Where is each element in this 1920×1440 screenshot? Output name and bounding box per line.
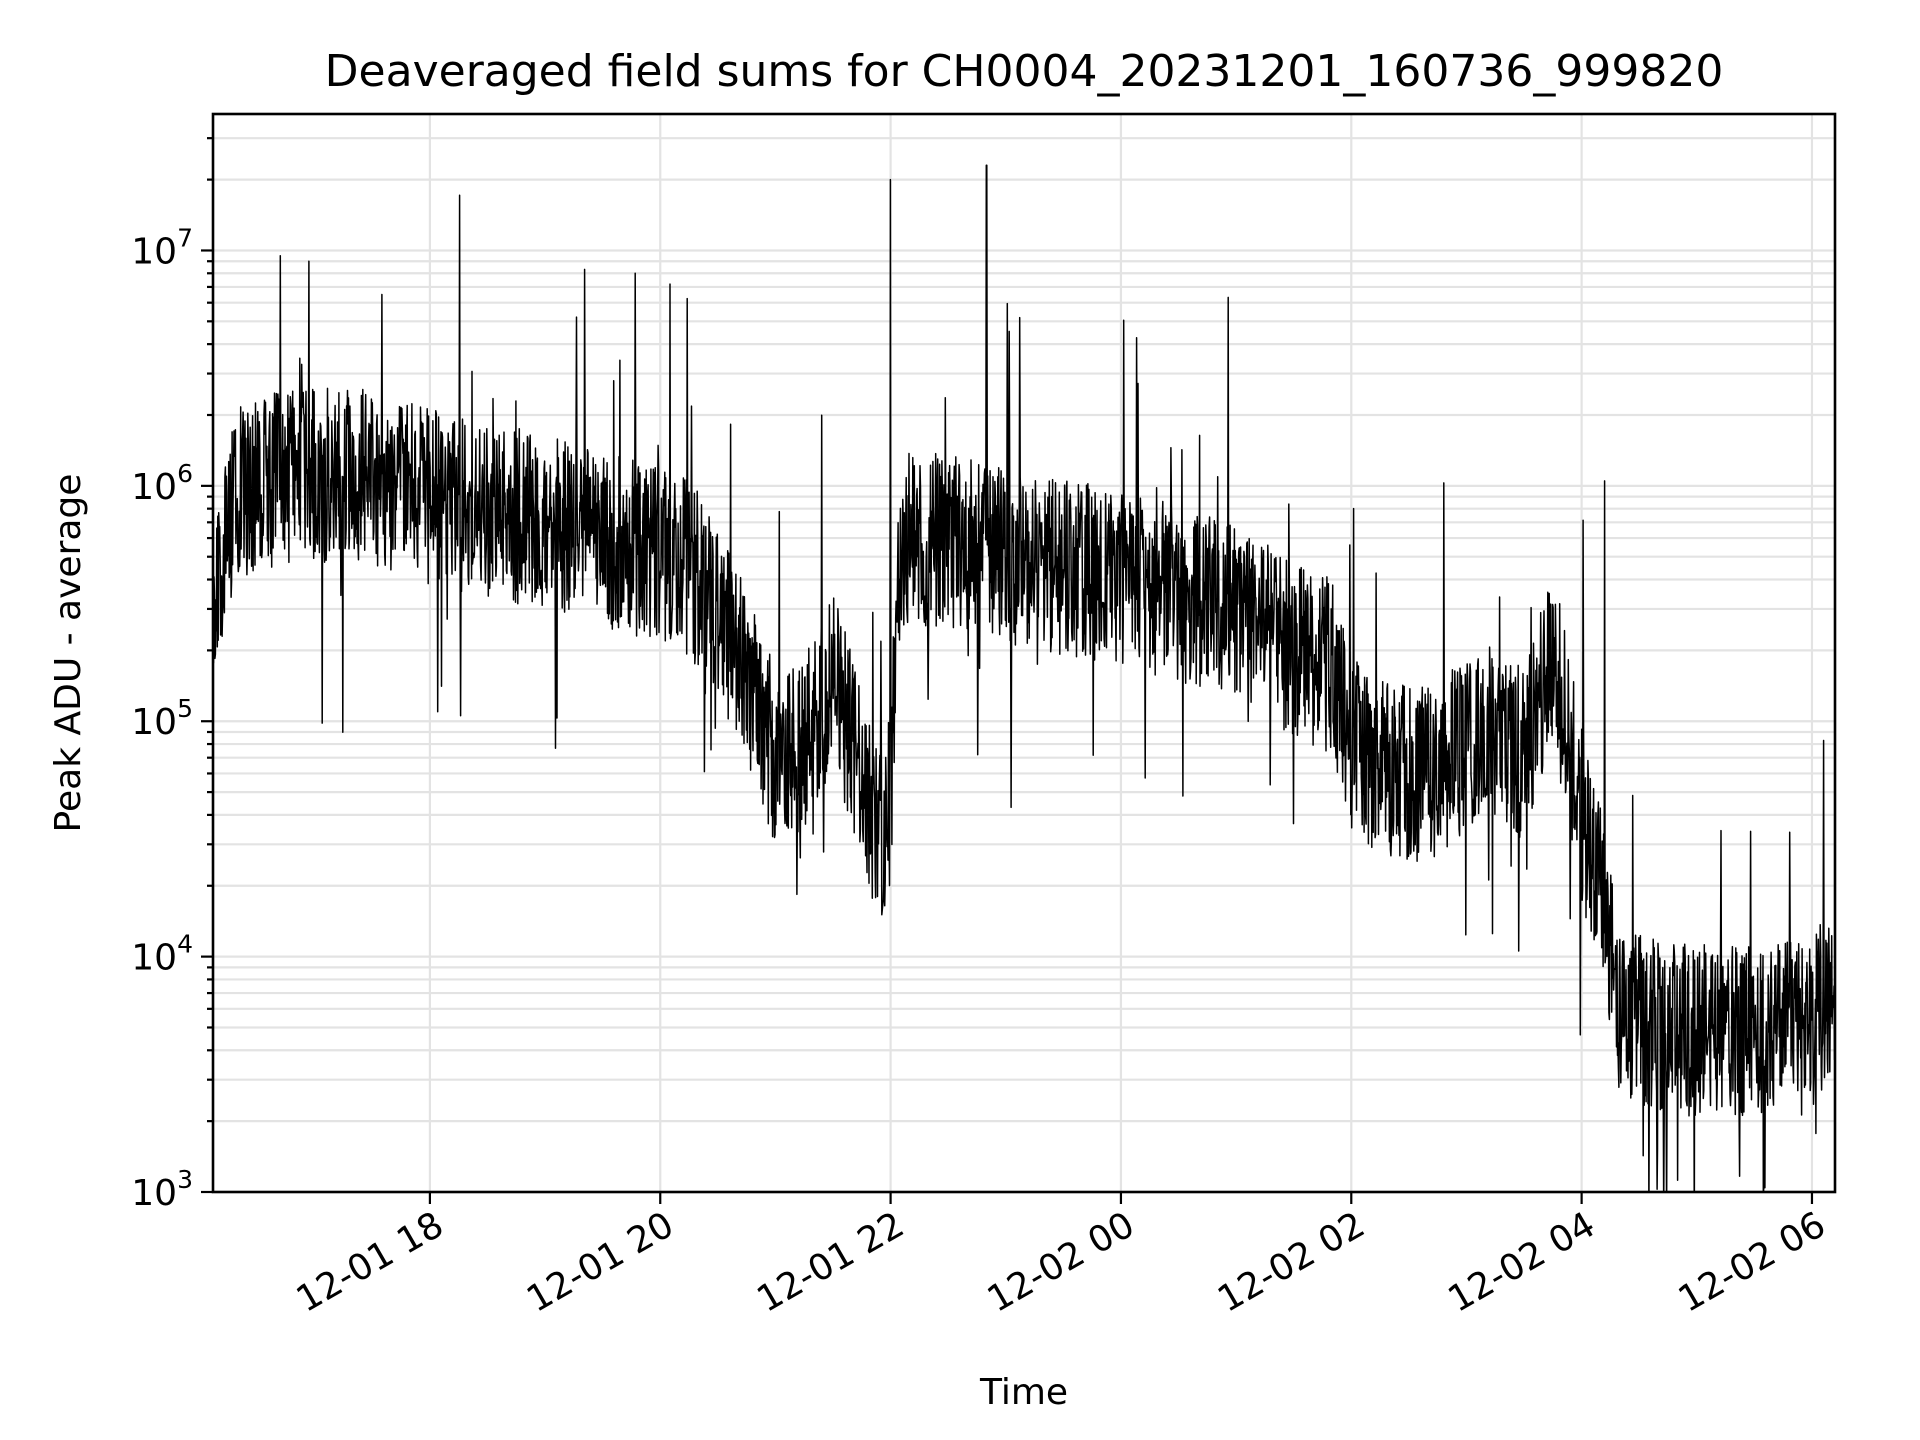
chart-title: Deaveraged field sums for CH0004_2023120… bbox=[325, 46, 1724, 97]
plot-frame bbox=[211, 112, 1837, 1194]
y-tick-label: 104 bbox=[131, 930, 193, 979]
grid bbox=[213, 114, 1835, 1194]
y-axis-ticks: 103 104 105 106 107 bbox=[131, 137, 213, 1214]
x-axis-label: Time bbox=[979, 1372, 1068, 1413]
y-axis-label: Peak ADU - average bbox=[48, 474, 89, 833]
y-tick-label: 105 bbox=[131, 694, 193, 743]
y-tick-label: 106 bbox=[131, 459, 193, 508]
plot-area bbox=[213, 164, 1835, 1192]
series-line bbox=[213, 164, 1835, 1192]
y-tick-label: 103 bbox=[131, 1165, 193, 1214]
y-tick-label: 107 bbox=[131, 223, 193, 272]
